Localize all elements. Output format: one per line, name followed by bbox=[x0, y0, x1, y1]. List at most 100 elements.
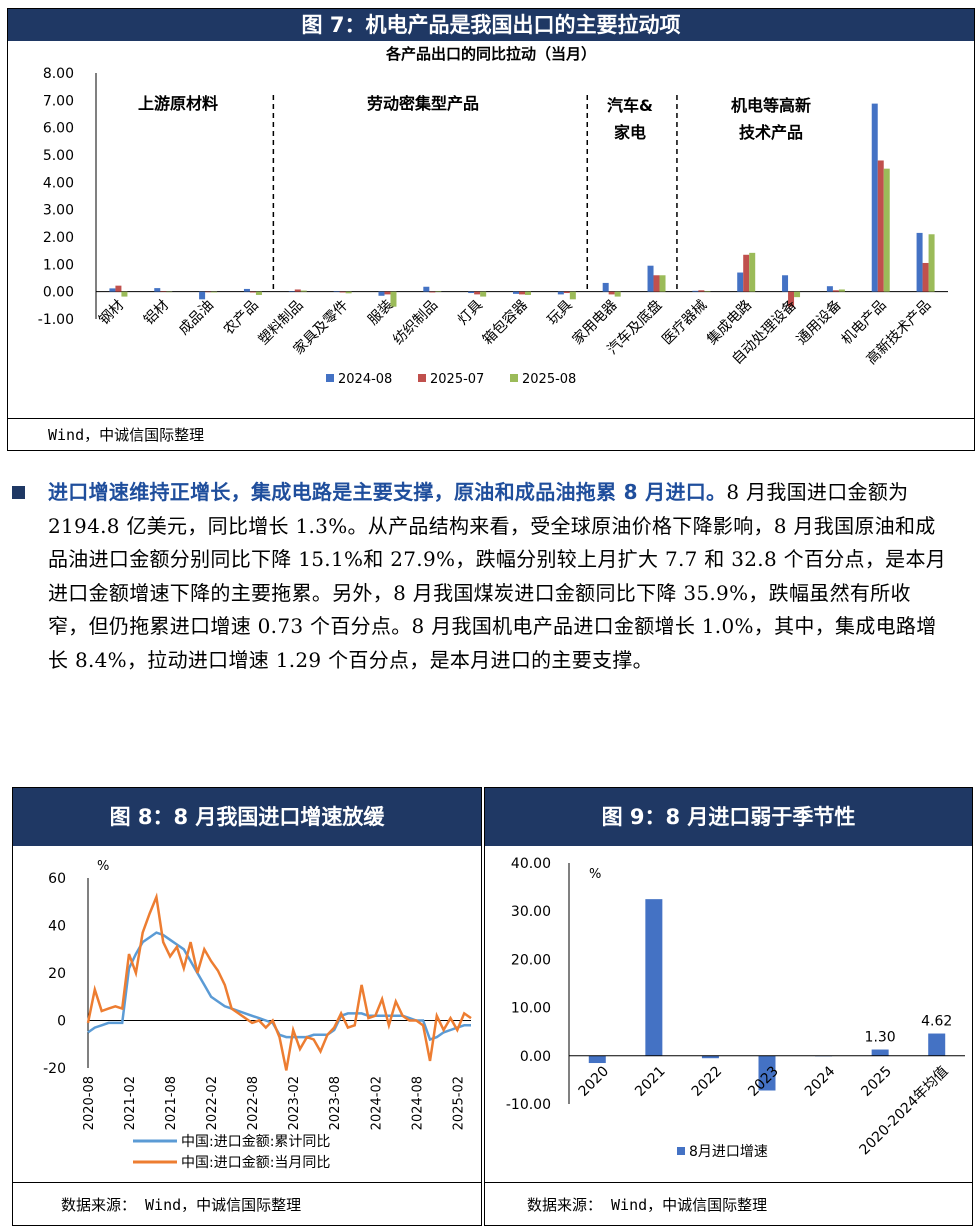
y-tick-label: 20 bbox=[48, 966, 66, 982]
y-tick-label: 5.00 bbox=[43, 148, 74, 164]
bar bbox=[916, 232, 923, 292]
group-label: 汽车& bbox=[607, 96, 653, 115]
x-tick-label: 2020 bbox=[576, 1063, 613, 1100]
figure-8-source: 数据来源： Wind，中诚信国际整理 bbox=[61, 1196, 302, 1214]
bar bbox=[701, 1055, 719, 1059]
divider bbox=[8, 418, 974, 419]
x-tick-label: 玩具 bbox=[545, 297, 576, 328]
bar bbox=[205, 291, 212, 293]
bar bbox=[345, 291, 352, 294]
bar bbox=[928, 234, 935, 292]
x-tick-label: 2022-08 bbox=[246, 1076, 261, 1130]
x-tick-label: 成品油 bbox=[176, 297, 217, 338]
bar bbox=[423, 286, 430, 292]
divider bbox=[13, 1182, 481, 1183]
bar bbox=[435, 291, 442, 292]
x-tick-label: 纺织制品 bbox=[390, 297, 441, 348]
legend-swatch bbox=[510, 374, 518, 382]
bar bbox=[243, 288, 250, 292]
bar bbox=[109, 288, 116, 292]
x-tick-label: 2020-08 bbox=[82, 1076, 97, 1130]
bar bbox=[154, 288, 161, 292]
bar bbox=[333, 291, 340, 292]
bar bbox=[832, 290, 839, 292]
bar bbox=[614, 291, 621, 297]
x-tick-label: 箱包容器 bbox=[479, 296, 531, 348]
figure-7-source: Wind，中诚信国际整理 bbox=[48, 426, 205, 444]
bar bbox=[166, 291, 173, 293]
bar bbox=[288, 291, 295, 292]
bar bbox=[659, 275, 666, 292]
y-tick-label: 6.00 bbox=[43, 121, 74, 137]
bar bbox=[698, 290, 705, 292]
bar bbox=[378, 291, 385, 296]
bar bbox=[249, 291, 256, 293]
bar bbox=[871, 103, 878, 292]
bar bbox=[384, 291, 391, 295]
bar bbox=[199, 291, 206, 300]
y-tick-label: 10.00 bbox=[511, 1001, 551, 1017]
bar bbox=[294, 289, 301, 292]
bar bbox=[826, 286, 833, 292]
bar bbox=[883, 168, 890, 292]
bar bbox=[743, 254, 750, 292]
x-tick-label: 铝材 bbox=[141, 297, 172, 328]
bar bbox=[794, 291, 801, 298]
bar bbox=[877, 160, 884, 292]
bar bbox=[608, 291, 615, 295]
bar bbox=[928, 1033, 946, 1056]
x-tick-label: 2024-08 bbox=[410, 1076, 425, 1130]
bar bbox=[749, 252, 756, 292]
legend-label: 8月进口增速 bbox=[689, 1144, 768, 1160]
bar bbox=[782, 275, 789, 292]
y-tick-label: 20.00 bbox=[511, 952, 551, 968]
y-tick-label: 0.00 bbox=[43, 285, 74, 301]
x-tick-label: 2021 bbox=[632, 1063, 669, 1100]
figure-8-chart: % 60 40 20 0 -20 2020-08 2021-02 2021-08 2022-02 2… bbox=[43, 859, 472, 1171]
x-tick-label: 2024-02 bbox=[369, 1076, 384, 1130]
group-label: 上游原材料 bbox=[138, 94, 218, 113]
bar bbox=[569, 291, 576, 300]
figure-9-chart: % 40.00 30.00 20.00 10.00 0.00 -10.00 1.30 4.62 2… bbox=[506, 856, 965, 1160]
figure-7-chart: 各产品出口的同比拉动（当月） 8.00 7.00 6.00 5.00 4.00 3.00 2.… bbox=[38, 45, 948, 387]
x-tick-label: 2021-08 bbox=[164, 1076, 179, 1130]
x-tick-label: 2024 bbox=[802, 1063, 839, 1100]
legend-label: 中国:进口金额:累计同比 bbox=[181, 1134, 330, 1150]
bar bbox=[211, 291, 218, 293]
figure-8-header: 图 8：8 月我国进口增速放缓 bbox=[13, 788, 481, 846]
group-label: 机电等高新 bbox=[731, 96, 811, 115]
figure-9-header: 图 9：8 月进口弱于季节性 bbox=[485, 788, 972, 846]
bar bbox=[474, 291, 481, 295]
bar bbox=[922, 262, 929, 292]
bar bbox=[160, 291, 167, 292]
divider bbox=[485, 1182, 972, 1183]
bar bbox=[692, 290, 699, 292]
x-tick-label: 医疗器械 bbox=[659, 297, 710, 348]
y-tick-label: 3.00 bbox=[43, 203, 74, 219]
x-tick-label: 2025-02 bbox=[451, 1076, 466, 1130]
x-tick-label: 农产品 bbox=[221, 297, 262, 338]
bar bbox=[429, 291, 436, 293]
bar bbox=[647, 265, 654, 292]
unit-label: % bbox=[97, 859, 109, 874]
legend-label: 2025-08 bbox=[522, 372, 576, 387]
figure-7-header: 图 7：机电产品是我国出口的主要拉动项 bbox=[8, 9, 974, 41]
analysis-paragraph: 进口增速维持正增长，集成电路是主要支撑，原油和成品油拖累 8 月进口。8 月我国… bbox=[48, 476, 948, 677]
y-tick-label: 7.00 bbox=[43, 93, 74, 109]
bar bbox=[480, 291, 487, 297]
bar bbox=[602, 282, 609, 292]
x-tick-label: 2023-02 bbox=[287, 1076, 302, 1130]
y-tick-label: -1.00 bbox=[38, 312, 74, 328]
y-tick-label: 2.00 bbox=[43, 230, 74, 246]
group-label: 家电 bbox=[614, 123, 646, 142]
legend-swatch bbox=[326, 374, 334, 382]
figure-8: 图 8：8 月我国进口增速放缓 % 60 40 20 0 -20 2020-08 2021-0… bbox=[12, 787, 482, 1226]
group-label: 技术产品 bbox=[739, 123, 803, 142]
figure-9: 图 9：8 月进口弱于季节性 % 40.00 30.00 20.00 10.00 0.00… bbox=[484, 787, 973, 1226]
y-tick-label: 1.00 bbox=[43, 257, 74, 273]
bar bbox=[645, 899, 663, 1056]
bar bbox=[588, 1055, 606, 1064]
bar bbox=[788, 291, 795, 307]
bar bbox=[121, 291, 128, 297]
unit-label: % bbox=[589, 867, 601, 882]
